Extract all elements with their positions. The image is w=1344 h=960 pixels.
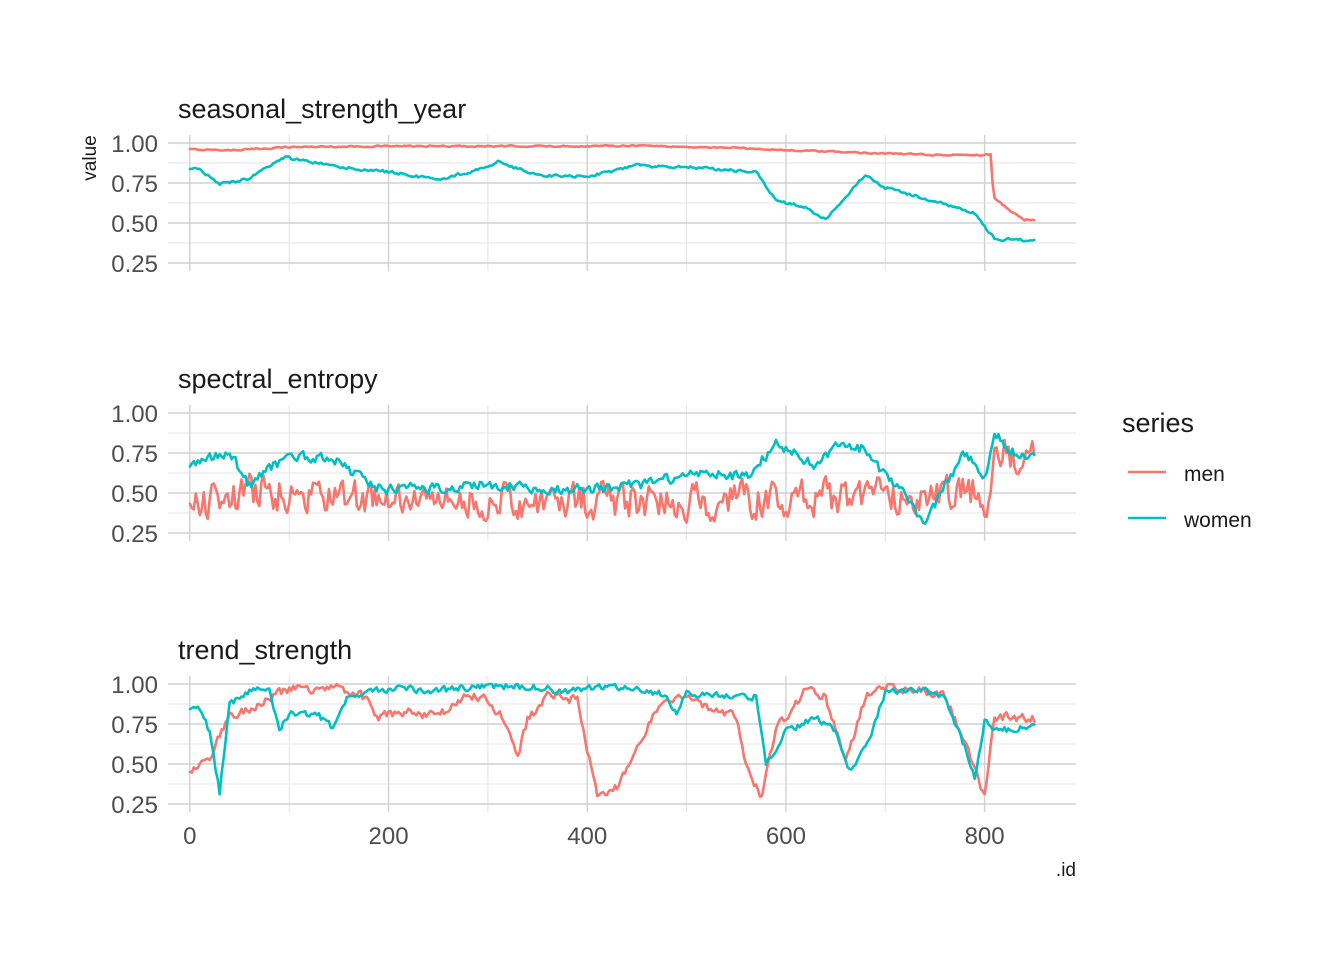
y-tick-label: 0.75	[111, 712, 158, 739]
legend-label-women: women	[1183, 509, 1252, 532]
series-line-men	[188, 438, 1036, 524]
x-tick-label: 0	[183, 823, 196, 850]
facet-spectral-entropy: 0.25 0.50 0.75 1.00 spectral_entropy	[111, 364, 1076, 548]
facet-title: seasonal_strength_year	[178, 94, 466, 124]
x-axis: 0 200 400 600 800	[183, 823, 1004, 850]
facet-panels: 0.250.500.751.00seasonal_strength_year0.…	[111, 94, 1076, 819]
y-tick-label: 0.50	[111, 481, 158, 508]
x-tick-label: 600	[766, 823, 806, 850]
x-axis-title: .id	[1056, 860, 1076, 881]
series-line-men	[188, 143, 1036, 222]
y-tick-label: 0.75	[111, 441, 158, 468]
facet-trend-strength: 0.25 0.50 0.75 1.00 trend_strength	[111, 635, 1076, 819]
legend: series men women	[1122, 408, 1252, 532]
facet-seasonal-strength-year: 0.25 0.50 0.75 1.00 seasonal_strength_year	[111, 94, 1076, 278]
y-tick-label: 1.00	[111, 672, 158, 699]
x-tick-label: 400	[567, 823, 607, 850]
y-tick-label: 0.50	[111, 752, 158, 779]
series-line-women	[188, 155, 1036, 243]
y-tick-label: 0.25	[111, 251, 158, 278]
legend-label-men: men	[1184, 463, 1225, 486]
legend-title: series	[1122, 408, 1194, 438]
y-tick-label: 0.50	[111, 211, 158, 238]
y-tick-label: 1.00	[111, 401, 158, 428]
y-tick-label: 0.75	[111, 171, 158, 198]
x-tick-label: 800	[965, 823, 1005, 850]
y-tick-label: 0.25	[111, 521, 158, 548]
series-line-women	[188, 682, 1036, 796]
y-tick-label: 1.00	[111, 131, 158, 158]
series-line-women	[188, 432, 1036, 525]
facet-title: trend_strength	[178, 635, 352, 665]
x-tick-label: 200	[369, 823, 409, 850]
y-axis-title: value	[80, 135, 101, 180]
facet-title: spectral_entropy	[178, 364, 378, 394]
series-line-men	[188, 682, 1036, 798]
y-tick-label: 0.25	[111, 792, 158, 819]
